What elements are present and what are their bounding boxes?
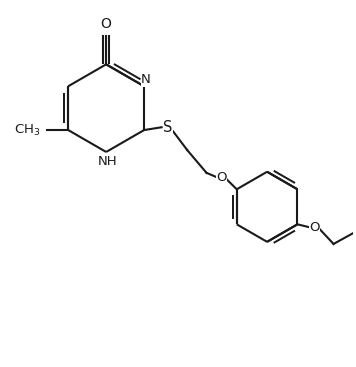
Text: NH: NH [98, 155, 118, 168]
Text: O: O [101, 17, 111, 31]
Text: O: O [309, 221, 320, 234]
Text: N: N [141, 73, 151, 87]
Text: O: O [216, 171, 227, 184]
Text: S: S [163, 120, 173, 135]
Text: CH$_3$: CH$_3$ [15, 123, 41, 138]
